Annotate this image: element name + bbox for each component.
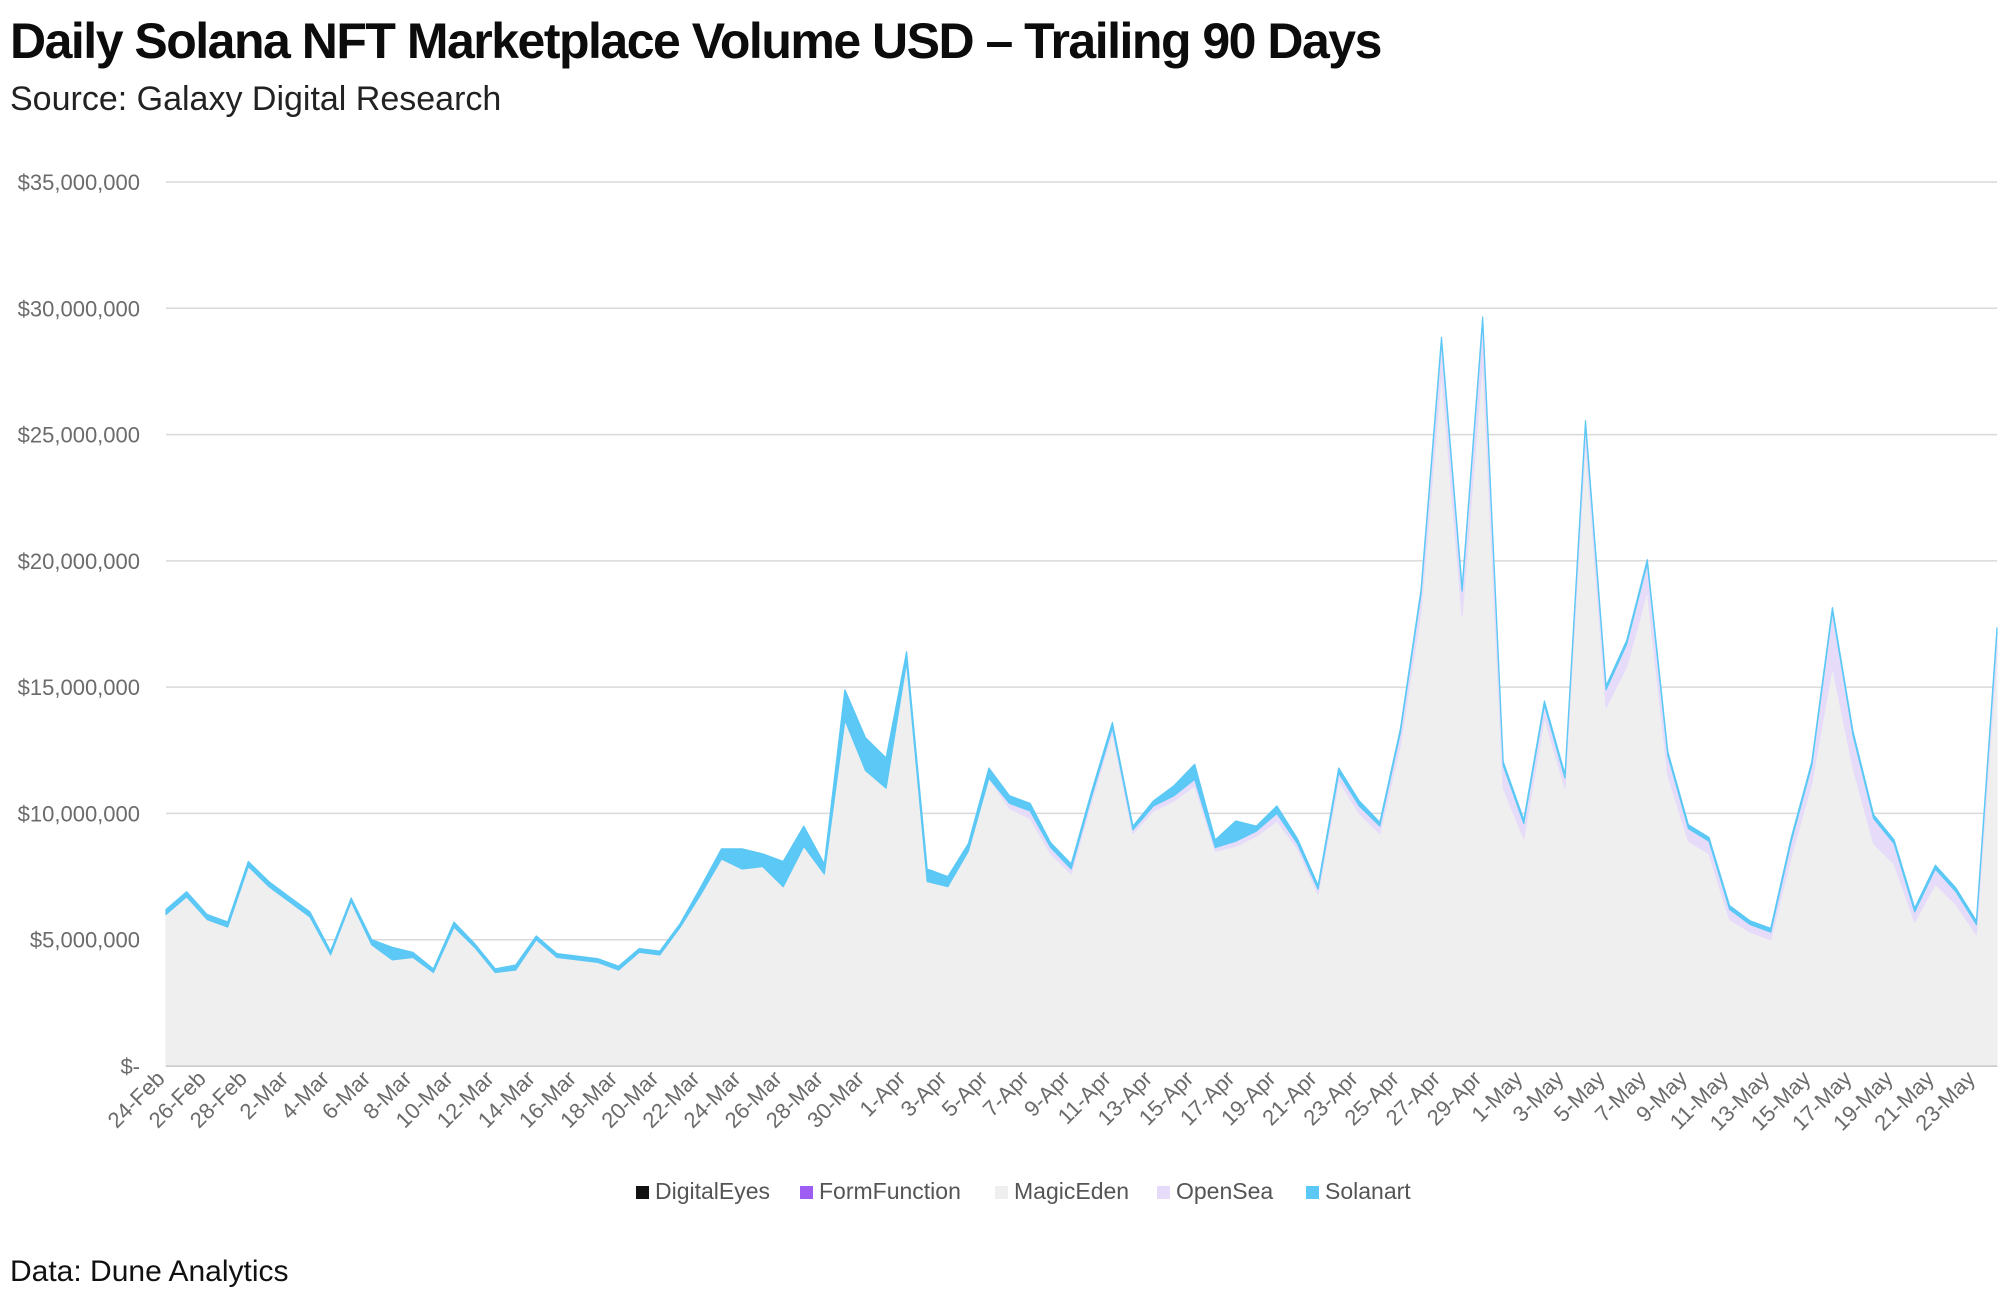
chart-subtitle: Source: Galaxy Digital Research — [10, 80, 502, 118]
area-series-magiceden — [165, 358, 1998, 1067]
area-series-solanart — [165, 316, 1998, 974]
legend-swatch — [636, 1186, 649, 1199]
y-tick-label: $25,000,000 — [18, 423, 140, 448]
y-tick-label: $35,000,000 — [18, 170, 140, 195]
area-series-layer — [165, 316, 1998, 1067]
x-tick-label: 7-Apr — [978, 1066, 1034, 1122]
x-axis: 24-Feb26-Feb28-Feb2-Mar4-Mar6-Mar8-Mar10… — [103, 1066, 1980, 1136]
y-tick-label: $30,000,000 — [18, 296, 140, 321]
legend: DigitalEyes FormFunction MagicEden OpenSea S… — [636, 1178, 1411, 1204]
y-tick-label: $10,000,000 — [18, 801, 140, 826]
y-tick-label: $5,000,000 — [30, 928, 140, 953]
legend-label: MagicEden — [1014, 1178, 1129, 1204]
x-tick-label: 5-Apr — [937, 1066, 993, 1122]
chart-title: Daily Solana NFT Marketplace Volume USD … — [10, 13, 1382, 69]
legend-swatch — [995, 1186, 1008, 1199]
legend-item-formfunction[interactable]: FormFunction — [800, 1178, 961, 1204]
legend-item-solanart[interactable]: Solanart — [1306, 1178, 1411, 1204]
legend-swatch — [800, 1186, 813, 1199]
y-tick-label: $- — [120, 1054, 140, 1079]
data-source-footer: Data: Dune Analytics — [10, 1255, 289, 1288]
x-tick-label: 1-Apr — [854, 1066, 910, 1122]
x-tick-label: 3-Apr — [896, 1066, 952, 1122]
legend-item-digitaleyes[interactable]: DigitalEyes — [636, 1178, 770, 1204]
y-tick-label: $15,000,000 — [18, 675, 140, 700]
legend-label: FormFunction — [819, 1178, 961, 1204]
legend-label: OpenSea — [1176, 1178, 1273, 1204]
y-axis: $- $5,000,000 $10,000,000 $15,000,000 $20,00… — [18, 170, 140, 1079]
legend-label: Solanart — [1325, 1178, 1411, 1204]
legend-item-magiceden[interactable]: MagicEden — [995, 1178, 1129, 1204]
legend-label: DigitalEyes — [655, 1178, 770, 1204]
legend-item-opensea[interactable]: OpenSea — [1157, 1178, 1273, 1204]
legend-swatch — [1157, 1186, 1170, 1199]
y-tick-label: $20,000,000 — [18, 549, 140, 574]
legend-swatch — [1306, 1186, 1319, 1199]
